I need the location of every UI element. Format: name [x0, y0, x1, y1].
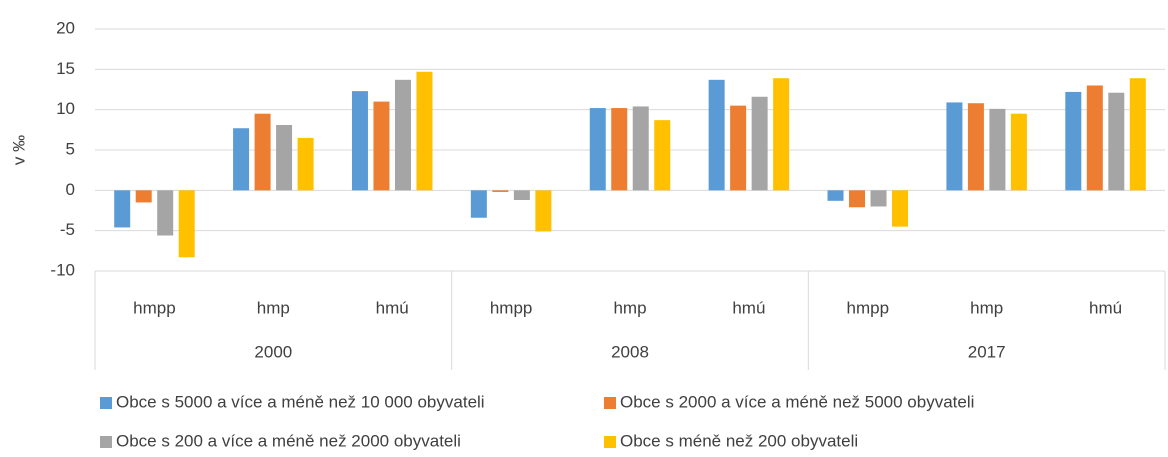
legend-swatch [100, 436, 112, 448]
y-tick-label: 0 [66, 180, 75, 199]
bar [1086, 85, 1103, 191]
bar [870, 190, 887, 207]
legend-label: Obce s 200 a více a méně než 2000 obyvat… [116, 431, 461, 450]
legend-swatch [604, 436, 616, 448]
bar [1065, 91, 1082, 191]
bar [373, 101, 390, 191]
x-tick-label: hmpp [133, 298, 176, 317]
y-tick-label: 10 [56, 99, 75, 118]
bar [827, 190, 844, 201]
legend-swatch [604, 397, 616, 409]
x-tick-label: hmú [376, 298, 409, 317]
bar [157, 190, 174, 236]
bar [470, 190, 487, 218]
x-tick-label: hmp [970, 298, 1003, 317]
x-tick-label: hmú [732, 298, 765, 317]
legend-label: Obce s méně než 200 obyvateli [620, 431, 858, 450]
bar [351, 91, 368, 191]
bar [233, 128, 250, 191]
bar [492, 190, 509, 192]
bar [967, 103, 984, 191]
y-axis-label: v ‰ [9, 135, 28, 165]
bar [632, 106, 649, 191]
bar [654, 120, 671, 191]
x-tick-label: hmpp [847, 298, 890, 317]
legend-label: Obce s 2000 a více a méně než 5000 obyva… [620, 392, 974, 411]
bar [1129, 78, 1146, 191]
bar [394, 79, 411, 191]
bar [708, 79, 725, 191]
bar [751, 96, 768, 191]
y-tick-label: 20 [56, 18, 75, 37]
bar [989, 108, 1006, 191]
group-label: 2000 [254, 342, 292, 361]
x-tick-label: hmp [257, 298, 290, 317]
bar [416, 71, 433, 191]
bar [135, 190, 152, 203]
bar [178, 190, 195, 258]
bar [892, 190, 909, 227]
bar [276, 124, 293, 191]
bar [730, 105, 747, 191]
bar [513, 190, 530, 201]
legend-label: Obce s 5000 a více a méně než 10 000 oby… [116, 392, 485, 411]
bar [1010, 113, 1027, 191]
x-tick-label: hmp [613, 298, 646, 317]
group-label: 2017 [968, 342, 1006, 361]
bar [589, 108, 606, 191]
bar [611, 108, 628, 191]
x-tick-label: hmú [1089, 298, 1122, 317]
bar [946, 102, 963, 191]
group-label: 2008 [611, 342, 649, 361]
y-tick-label: -5 [60, 220, 75, 239]
bar [1108, 92, 1125, 191]
bar [254, 113, 271, 191]
y-tick-label: 5 [66, 139, 75, 158]
y-tick-label: 15 [56, 59, 75, 78]
bar [535, 190, 552, 232]
bar [849, 190, 866, 208]
legend-swatch [100, 397, 112, 409]
bar [297, 137, 314, 191]
bar [114, 190, 131, 228]
y-tick-label: -10 [50, 260, 75, 279]
x-tick-label: hmpp [490, 298, 533, 317]
bar [773, 78, 790, 191]
